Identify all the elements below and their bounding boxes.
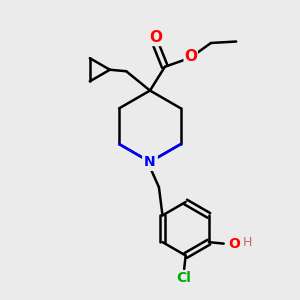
Text: Cl: Cl bbox=[177, 271, 192, 285]
Text: O: O bbox=[149, 30, 162, 45]
Text: N: N bbox=[144, 155, 156, 169]
Text: H: H bbox=[243, 236, 252, 249]
Text: O: O bbox=[184, 49, 197, 64]
Text: O: O bbox=[228, 237, 240, 250]
